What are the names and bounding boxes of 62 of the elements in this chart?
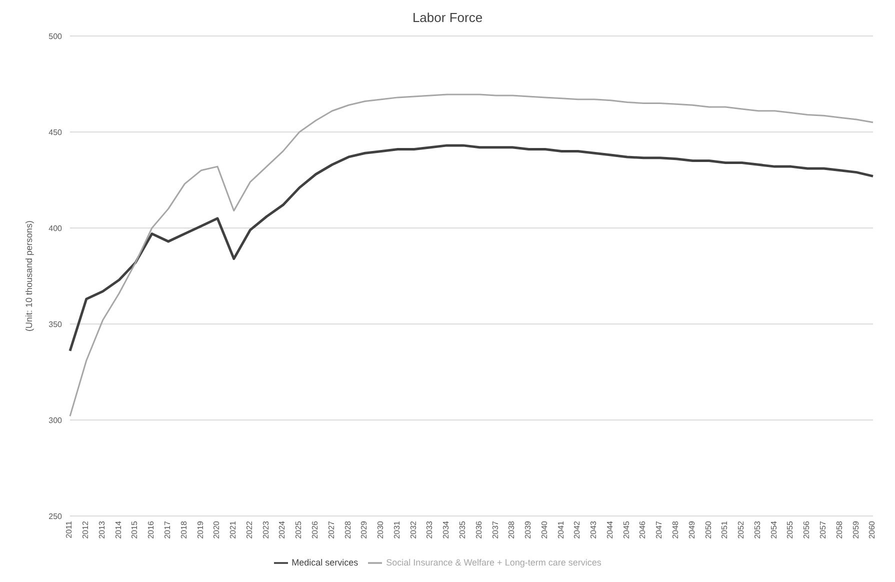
x-tick-label: 2057 [818,520,828,539]
x-tick-label: 2017 [163,520,172,539]
x-tick-label: 2040 [540,520,549,539]
x-tick-label: 2037 [490,520,500,539]
x-tick-label: 2011 [64,520,74,538]
x-tick-label: 2031 [392,520,402,539]
x-tick-label: 2056 [802,520,812,539]
legend-label: Medical services [292,557,358,568]
x-tick-label: 2049 [687,520,696,539]
x-tick-label: 2054 [769,520,778,539]
x-tick-label: 2058 [834,520,844,539]
x-tick-label: 2019 [196,520,205,539]
legend-label: Social Insurance & Welfare + Long-term care services [386,557,602,568]
y-tick-label: 450 [48,128,63,137]
line-series [68,144,874,352]
x-tick-label: 2060 [868,520,877,539]
x-tick-label: 2022 [244,520,254,539]
x-tick-label: 2015 [130,520,140,539]
x-tick-label: 2026 [310,520,320,539]
x-tick-label: 2024 [278,520,287,539]
x-tick-label: 2028 [343,520,352,539]
y-tick-label: 250 [48,512,63,521]
x-tick-label: 2018 [179,520,188,539]
x-tick-label: 2043 [589,520,598,539]
y-tick-label: 400 [48,224,63,233]
x-tick-label: 2052 [736,520,746,539]
y-tick-label: 300 [48,416,63,425]
y-tick-label: 500 [48,32,63,41]
x-tick-label: 2050 [704,520,713,539]
x-tick-label: 2047 [654,520,664,539]
x-tick-label: 2042 [572,520,582,539]
line-series [69,94,874,417]
x-tick-label: 2023 [261,520,270,539]
x-tick-label: 2039 [524,520,533,539]
x-tick-label: 2053 [752,520,762,539]
x-tick-label: 2021 [228,520,238,539]
x-tick-label: 2041 [556,520,566,539]
x-tick-label: 2032 [408,520,418,539]
x-tick-label: 2038 [507,520,516,539]
x-tick-label: 2048 [671,520,680,539]
x-tick-label: 2036 [474,520,484,539]
x-tick-label: 2051 [720,520,730,539]
y-axis-title: (Unit: 10 thousand persons) [24,220,34,332]
y-tick-label: 350 [48,320,63,329]
x-tick-label: 2046 [638,520,648,539]
x-tick-label: 2020 [212,520,222,539]
x-tick-label: 2033 [425,520,434,539]
x-tick-label: 2029 [360,520,369,539]
x-tick-label: 2045 [622,520,631,539]
x-tick-label: 2012 [81,520,90,539]
chart-title: Labor Force [411,9,484,27]
x-tick-label: 2013 [97,520,106,539]
x-tick-label: 2025 [294,520,304,539]
x-tick-label: 2030 [376,520,386,539]
x-tick-label: 2055 [786,520,795,539]
x-tick-label: 2014 [114,520,123,539]
x-tick-label: 2016 [146,520,156,539]
x-tick-label: 2027 [326,520,336,539]
x-tick-label: 2044 [605,520,614,539]
x-tick-label: 2059 [851,520,860,539]
x-tick-label: 2034 [442,520,451,539]
x-tick-label: 2035 [458,520,467,539]
